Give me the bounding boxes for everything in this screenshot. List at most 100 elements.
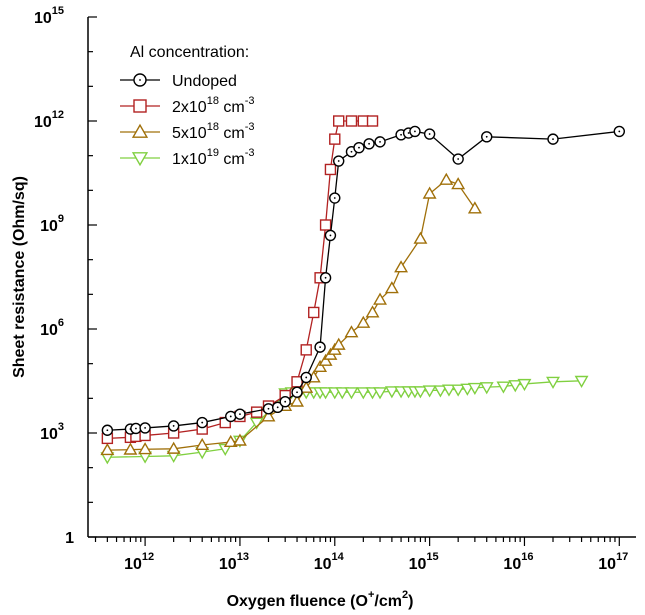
data-point [365, 305, 380, 318]
data-point [261, 409, 276, 422]
data-point-dot [284, 400, 287, 403]
data-point-dot [239, 413, 241, 416]
y-tick-label: 103 [40, 421, 64, 443]
y-axis-ticks: 1 103 106 109 1012 1015 [34, 5, 97, 547]
data-point-dot [319, 346, 321, 349]
data-point [439, 172, 454, 185]
data-point [413, 231, 428, 244]
series-line [107, 120, 373, 440]
data-point-dot [276, 406, 279, 409]
legend-entry: 5x1018 cm-3 [120, 121, 255, 142]
legend-entry: 2x1018 cm-3 [120, 95, 255, 116]
data-point-dot [144, 427, 146, 429]
legend-label: 5x1018 cm-3 [172, 121, 255, 142]
data-point [331, 337, 346, 350]
x-tick-label: 1013 [219, 551, 249, 573]
data-point-dot [485, 135, 488, 138]
data-point-dot [350, 150, 353, 153]
data-point [451, 384, 466, 397]
data-point [373, 292, 387, 305]
data-point [467, 382, 482, 396]
data-point-dot [324, 276, 327, 279]
data-point [138, 442, 153, 455]
data-point-dot [333, 197, 336, 199]
data-point [319, 219, 332, 231]
legend-marker [131, 152, 149, 167]
data-point [373, 387, 387, 400]
data-point [345, 115, 358, 127]
data-point [384, 386, 399, 399]
data-point-dot [457, 158, 460, 160]
data-point [496, 381, 511, 394]
data-point [166, 441, 181, 454]
data-point [508, 380, 523, 393]
data-point-dot [407, 132, 410, 134]
data-point-dot [267, 407, 270, 410]
data-point [451, 177, 466, 190]
data-point-dot [428, 133, 431, 135]
data-point [422, 186, 437, 199]
data-point [467, 201, 482, 214]
data-point-dot [400, 133, 402, 136]
data-point-dot [106, 429, 109, 432]
data-point-dot [305, 376, 308, 379]
x-axis-ticks: 1012 1013 1014 1015 1016 1017 [94, 537, 628, 573]
legend-title: Al concentration: [130, 44, 249, 61]
data-point-dot [368, 142, 370, 145]
data-point-dot [135, 427, 137, 430]
x-axis-title: Oxygen fluence (O+/cm2) [227, 589, 414, 610]
x-tick-label: 1012 [124, 551, 154, 573]
data-point [384, 281, 399, 294]
series-0 [101, 125, 625, 436]
legend-label: Undoped [172, 73, 237, 90]
data-point [299, 380, 314, 393]
y-tick-label: 1015 [34, 5, 64, 27]
data-point [324, 163, 337, 176]
data-point [574, 375, 589, 388]
data-point [223, 434, 238, 448]
legend-marker [131, 123, 149, 138]
data-point [546, 376, 560, 389]
data-point-dot [618, 130, 621, 133]
data-point [232, 433, 247, 446]
data-point [333, 115, 345, 127]
y-axis-title: Sheet resistance (Ohm/sq) [11, 176, 28, 378]
data-point [123, 442, 138, 455]
data-point-dot [201, 421, 204, 424]
series-line [107, 130, 620, 431]
legend-entry: Undoped [120, 73, 237, 90]
legend: Al concentration: Undoped 2x1018 cm-3 5x101… [120, 44, 255, 168]
data-point [308, 306, 320, 319]
data-point [479, 382, 494, 395]
series-2 [100, 172, 482, 456]
data-point [442, 384, 456, 397]
data-point [335, 387, 350, 400]
data-point [394, 260, 409, 273]
data-point [329, 133, 341, 145]
data-point [344, 387, 359, 400]
legend-entry: 1x1019 cm-3 [120, 147, 255, 168]
data-point-dot [229, 415, 232, 418]
legend-label: 1x1019 cm-3 [172, 147, 255, 168]
data-point [300, 344, 312, 356]
data-point [413, 386, 428, 399]
data-point-dot [337, 160, 340, 162]
data-point-dot [414, 130, 416, 133]
data-point-dot [379, 140, 381, 143]
x-tick-label: 1017 [598, 551, 628, 573]
data-point-dot [296, 391, 298, 394]
data-point [517, 378, 532, 392]
data-point [344, 325, 359, 338]
y-tick-label: 1 [65, 530, 74, 547]
data-point [318, 353, 333, 366]
data-point [318, 387, 333, 400]
data-point-dot [552, 138, 554, 141]
data-point-dot [358, 146, 360, 149]
legend-marker [133, 99, 147, 113]
x-tick-label: 1014 [314, 551, 345, 573]
data-point [291, 376, 303, 388]
legend-label: 2x1018 cm-3 [172, 95, 255, 116]
plot-frame [87, 17, 636, 538]
data-point [433, 385, 448, 398]
